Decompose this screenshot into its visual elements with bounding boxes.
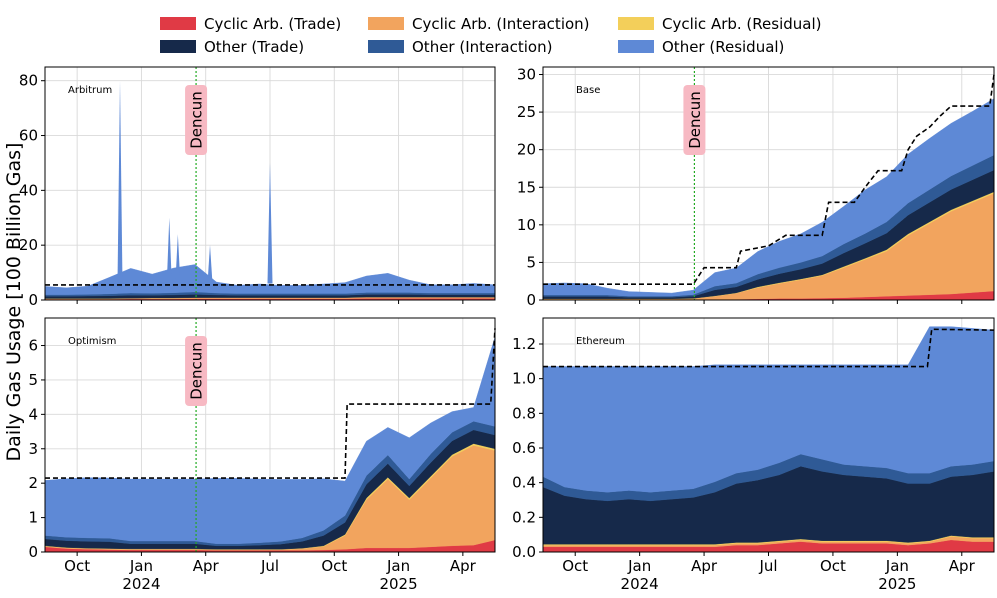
y-tick-label: 2	[28, 474, 38, 492]
spike-mark	[117, 80, 123, 284]
y-tick-label: 40	[19, 181, 38, 199]
legend-swatch	[618, 40, 654, 53]
y-tick-label: 5	[28, 371, 38, 389]
y-tick-label: 0	[526, 291, 536, 309]
y-tick-label: 0.6	[512, 439, 536, 457]
legend-swatch	[368, 40, 404, 53]
spike-mark	[267, 162, 273, 284]
y-tick-label: 1.0	[512, 370, 536, 388]
y-tick-label: 0.0	[512, 543, 536, 561]
chart-panel-arbitrum: Dencun 0 20 40 60 80 Arbitrum	[19, 66, 496, 309]
legend-swatch	[160, 17, 196, 30]
legend-entry: Other (Trade)	[160, 38, 304, 56]
x-tick-label: 2025	[379, 575, 417, 593]
legend-swatch	[368, 17, 404, 30]
panel-title: Base	[576, 85, 600, 96]
legend-entry: Other (Interaction)	[368, 38, 552, 56]
legend-label: Other (Residual)	[662, 38, 784, 56]
legend-label: Other (Interaction)	[412, 38, 552, 56]
x-tick-label: Apr	[949, 557, 976, 575]
chart-panel-base: Dencun 0 5 10 15 20 25 30 Base	[517, 66, 995, 309]
y-tick-label: 0	[28, 543, 38, 561]
panel-title: Optimism	[68, 336, 116, 347]
y-tick-label: 20	[517, 141, 536, 159]
x-tick-label: 2025	[878, 575, 916, 593]
x-tick-label: Jan	[627, 557, 651, 575]
x-tick-label: Apr	[691, 557, 718, 575]
legend-entry: Cyclic Arb. (Residual)	[618, 15, 822, 33]
spike-mark	[166, 217, 172, 284]
y-axis-label: Daily Gas Usage [100 Billion Gas]	[3, 143, 25, 462]
y-tick-label: 30	[517, 66, 536, 84]
legend: Cyclic Arb. (Trade) Cyclic Arb. (Interact…	[160, 15, 822, 56]
y-tick-label: 15	[517, 178, 536, 196]
legend-label: Cyclic Arb. (Residual)	[662, 15, 822, 33]
y-tick-label: 1	[28, 509, 38, 527]
x-tick-label: 2024	[122, 575, 160, 593]
panels: Dencun020406080ArbitrumDencun05101520253…	[19, 66, 995, 593]
spike-mark	[207, 245, 213, 284]
dencun-label: Dencun	[188, 342, 206, 400]
legend-label: Cyclic Arb. (Trade)	[204, 15, 341, 33]
dencun-label-box	[185, 336, 208, 406]
y-tick-label: 1.2	[512, 335, 536, 353]
x-tick-label: Jul	[758, 557, 777, 575]
legend-entry: Other (Residual)	[618, 38, 784, 56]
y-tick-label: 10	[517, 216, 536, 234]
dencun-label-box	[185, 85, 208, 155]
x-tick-label: Jan	[129, 557, 153, 575]
y-tick-label: 0	[28, 291, 38, 309]
y-tick-label: 0.8	[512, 404, 536, 422]
capacity-line	[543, 328, 995, 368]
legend-label: Cyclic Arb. (Interaction)	[412, 15, 590, 33]
x-tick-label: Oct	[64, 557, 90, 575]
dencun-label: Dencun	[188, 91, 206, 149]
y-tick-label: 80	[19, 72, 38, 90]
legend-swatch	[618, 17, 654, 30]
y-tick-label: 4	[28, 405, 38, 423]
x-tick-label: Jan	[386, 557, 410, 575]
x-tick-label: Jan	[885, 557, 909, 575]
legend-swatch	[160, 40, 196, 53]
y-tick-label: 25	[517, 103, 536, 121]
x-tick-label: Oct	[321, 557, 347, 575]
x-tick-label: Oct	[562, 557, 588, 575]
x-tick-label: Apr	[450, 557, 477, 575]
y-tick-label: 6	[28, 337, 38, 355]
panel-title: Arbitrum	[68, 85, 112, 96]
x-tick-label: Jul	[260, 557, 279, 575]
y-tick-label: 0.4	[512, 474, 536, 492]
y-tick-label: 20	[19, 236, 38, 254]
spike-mark	[175, 234, 181, 284]
legend-entry: Cyclic Arb. (Interaction)	[368, 15, 590, 33]
dencun-label: Dencun	[686, 91, 704, 149]
panel-title: Ethereum	[576, 336, 625, 347]
legend-entry: Cyclic Arb. (Trade)	[160, 15, 341, 33]
y-tick-label: 0.2	[512, 508, 536, 526]
y-tick-label: 3	[28, 440, 38, 458]
y-tick-label: 60	[19, 127, 38, 145]
x-tick-label: Oct	[820, 557, 846, 575]
x-tick-label: 2024	[621, 575, 659, 593]
legend-label: Other (Trade)	[204, 38, 304, 56]
x-tick-label: Apr	[193, 557, 220, 575]
dencun-label-box	[683, 85, 706, 155]
y-tick-label: 5	[526, 253, 536, 271]
capacity-line	[45, 328, 496, 479]
